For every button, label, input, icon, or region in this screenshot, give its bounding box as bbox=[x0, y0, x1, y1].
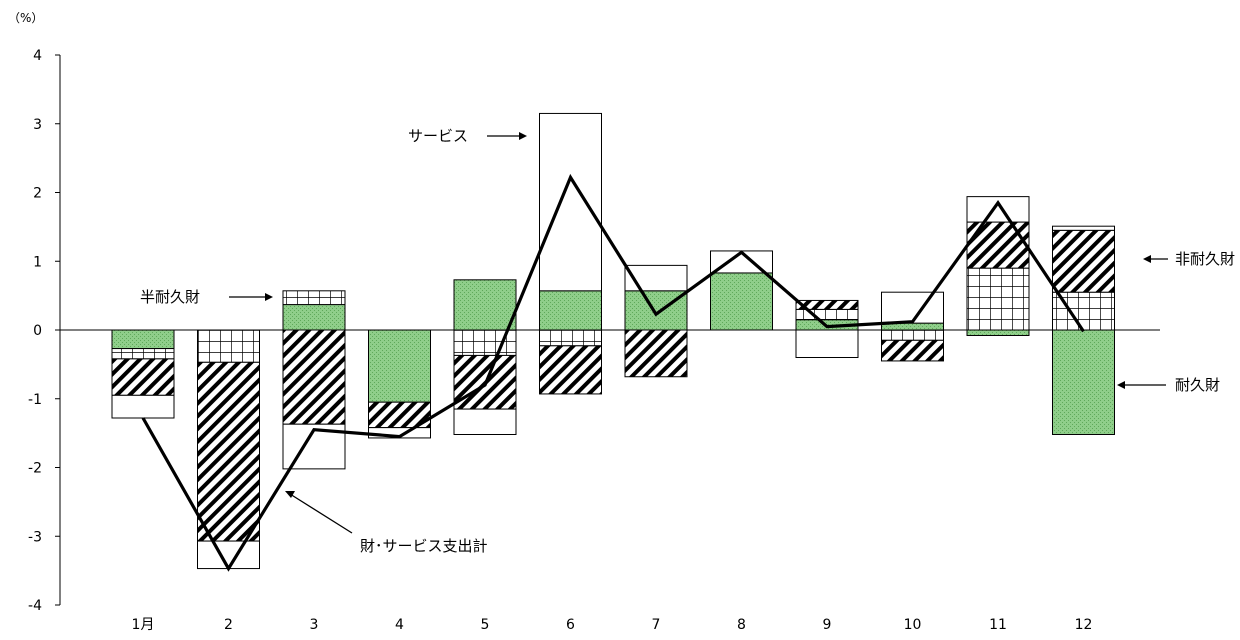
arrowhead-durable bbox=[1117, 381, 1125, 389]
arrowhead-semi-durable bbox=[265, 293, 273, 301]
bar-segment-services bbox=[624, 264, 688, 292]
bar-segment-non-durable bbox=[539, 345, 602, 395]
bar-segment-services bbox=[881, 291, 944, 324]
x-tick-label: 7 bbox=[652, 617, 661, 633]
annotation-semi-durable: 半耐久財 bbox=[140, 288, 200, 306]
bar-segment-services bbox=[111, 394, 175, 419]
y-tick-label: -2 bbox=[28, 461, 42, 477]
arrowhead-services bbox=[519, 132, 527, 140]
bar-segment-durable bbox=[368, 329, 431, 403]
x-axis-labels: 1月 2 3 4 5 6 7 8 9 10 11 12 bbox=[132, 617, 1093, 633]
x-tick-label: 1月 bbox=[132, 617, 155, 633]
bar-segment-semi-durable bbox=[111, 348, 175, 360]
bar-segment-durable bbox=[710, 272, 773, 331]
y-tick-label: -1 bbox=[28, 392, 42, 408]
arrow-total bbox=[289, 493, 353, 534]
annotation-non-durable: 非耐久財 bbox=[1175, 250, 1235, 268]
bar-segment-non-durable bbox=[966, 221, 1030, 269]
arrowhead-total bbox=[285, 491, 295, 498]
y-tick-label: -4 bbox=[28, 598, 42, 614]
bar-segment-durable bbox=[539, 290, 602, 331]
x-tick-label: 8 bbox=[737, 617, 746, 633]
total-line bbox=[141, 173, 1085, 572]
bar-segment-durable bbox=[282, 304, 346, 331]
x-tick-label: 9 bbox=[823, 617, 832, 633]
bar-segment-non-durable bbox=[624, 329, 688, 378]
bar-segment-services bbox=[197, 540, 260, 570]
bar-segment-services bbox=[795, 329, 859, 358]
bar-segment-services bbox=[1052, 225, 1115, 231]
bar-segment-non-durable bbox=[197, 361, 260, 542]
x-tick-label: 6 bbox=[566, 617, 575, 633]
bar-segment-semi-durable bbox=[966, 267, 1030, 331]
bar-segment-semi-durable bbox=[197, 329, 260, 363]
x-tick-label: 10 bbox=[904, 617, 922, 633]
annotation-services: サービス bbox=[408, 127, 468, 145]
bar-segment-services bbox=[453, 408, 517, 435]
bar-segment-semi-durable bbox=[795, 308, 859, 321]
y-tick-label: 1 bbox=[33, 254, 42, 270]
y-tick-label: 3 bbox=[33, 117, 42, 133]
x-tick-label: 12 bbox=[1075, 617, 1093, 633]
bar-segment-services bbox=[539, 112, 602, 292]
bar-segment-non-durable bbox=[1052, 229, 1115, 293]
bar-segment-non-durable bbox=[795, 299, 859, 310]
bar-segment-semi-durable bbox=[539, 329, 602, 347]
bar-segment-non-durable bbox=[368, 401, 431, 429]
bar-stacks bbox=[111, 112, 1115, 570]
x-tick-label: 5 bbox=[481, 617, 490, 633]
bar-segment-durable bbox=[1052, 329, 1115, 435]
bar-segment-semi-durable bbox=[881, 329, 944, 341]
arrowhead-non-durable bbox=[1143, 255, 1151, 263]
bar-segment-semi-durable bbox=[282, 290, 346, 306]
y-tick-label: 2 bbox=[33, 186, 42, 202]
bar-segment-durable bbox=[453, 279, 517, 331]
total-line-group bbox=[141, 173, 1085, 572]
y-unit-label: （%） bbox=[8, 11, 43, 25]
annotation-total: 財･サービス支出計 bbox=[360, 537, 488, 555]
bar-segment-non-durable bbox=[282, 329, 346, 425]
y-tick-label: -3 bbox=[28, 529, 42, 545]
bar-segment-non-durable bbox=[111, 358, 175, 396]
y-tick-label: 0 bbox=[33, 323, 42, 339]
y-tick-label: 4 bbox=[33, 48, 42, 64]
x-tick-label: 3 bbox=[310, 617, 319, 633]
bar-segment-non-durable bbox=[881, 339, 944, 362]
annotation-durable: 耐久財 bbox=[1175, 376, 1220, 394]
bar-segment-durable bbox=[966, 329, 1030, 336]
y-axis: 4 3 2 1 0 -1 -2 -3 -4 bbox=[28, 48, 61, 614]
x-tick-label: 4 bbox=[395, 617, 404, 633]
x-tick-label: 2 bbox=[224, 617, 233, 633]
x-tick-label: 11 bbox=[989, 617, 1007, 633]
bar-segment-durable bbox=[111, 329, 175, 350]
